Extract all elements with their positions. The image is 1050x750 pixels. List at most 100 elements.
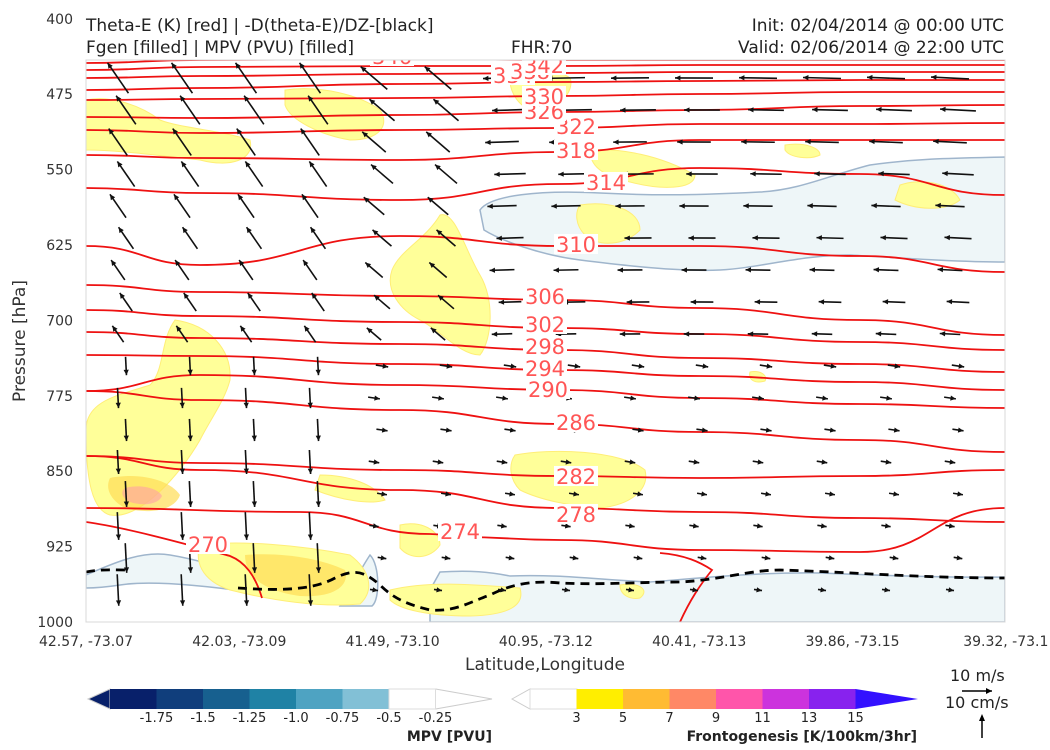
wind-vector bbox=[805, 140, 839, 144]
wind-vector bbox=[933, 140, 967, 144]
forecast-hour: FHR:70 bbox=[511, 38, 572, 58]
wind-vector-head bbox=[748, 107, 754, 113]
wind-vector-head bbox=[360, 66, 367, 73]
wind-vector-head bbox=[624, 235, 630, 241]
wind-vector-head bbox=[445, 427, 452, 433]
quiver-key-vertical: 10 cm/s bbox=[945, 693, 1009, 712]
wind-vector-head bbox=[894, 363, 901, 369]
wind-vector-head bbox=[564, 523, 571, 529]
theta-e-contour-274 bbox=[86, 507, 1005, 553]
wind-vector bbox=[869, 140, 903, 144]
wind-vectors bbox=[106, 62, 976, 606]
wind-vector-head bbox=[766, 363, 773, 369]
wind-vector-head bbox=[752, 235, 758, 241]
wind-vector-head bbox=[374, 295, 380, 301]
wind-vector bbox=[802, 76, 842, 80]
wind-vector bbox=[866, 76, 906, 80]
wind-vector-head bbox=[111, 260, 117, 266]
theta-e-label-330: 330 bbox=[524, 85, 564, 109]
mpv-colorbar-tick: -0.5 bbox=[376, 711, 401, 726]
wind-vector-head bbox=[181, 161, 187, 168]
wind-vector-head bbox=[372, 523, 379, 529]
wind-vector-head bbox=[948, 587, 954, 593]
mpv-colorbar-tick: -1.5 bbox=[190, 711, 215, 726]
wind-vector-head bbox=[179, 534, 186, 540]
wind-vector-head bbox=[892, 555, 899, 561]
wind-vector-head bbox=[940, 106, 946, 112]
wind-vector-head bbox=[119, 292, 125, 299]
wind-vector-head bbox=[765, 427, 772, 433]
theta-e-label-bg bbox=[523, 314, 567, 334]
wind-vector-head bbox=[502, 395, 508, 401]
wind-vector-head bbox=[811, 331, 818, 337]
wind-vector bbox=[106, 62, 130, 94]
fgen-regions bbox=[86, 69, 961, 617]
wind-vector-head bbox=[445, 491, 451, 497]
wind-vector-head bbox=[617, 267, 623, 273]
wind-vector-head bbox=[867, 74, 873, 81]
wind-vector-head bbox=[369, 99, 376, 105]
wind-vector bbox=[485, 140, 519, 144]
wind-vector-head bbox=[828, 555, 835, 561]
mpv-colorbar-swatch bbox=[388, 688, 436, 710]
wind-vector-head bbox=[175, 260, 181, 266]
wind-vector-head bbox=[821, 459, 828, 465]
wind-vector-head bbox=[300, 128, 306, 135]
wind-vector-head bbox=[700, 555, 707, 561]
y-tick-label: 775 bbox=[46, 389, 73, 405]
wind-vector-head bbox=[438, 295, 444, 301]
fgen-colorbar-swatch bbox=[529, 688, 578, 710]
theta-e-label-bg bbox=[523, 358, 567, 378]
quiver-key-wind-arrowhead bbox=[986, 688, 992, 694]
wind-vector-head bbox=[692, 523, 699, 529]
theta-e-label-bg bbox=[554, 140, 598, 160]
wind-vector-head bbox=[830, 363, 837, 369]
mpv-colorbar-extend-low bbox=[86, 688, 111, 710]
wind-vector-head bbox=[946, 299, 953, 305]
fgen-colorbar-tick: 7 bbox=[665, 711, 673, 726]
wind-vector-head bbox=[809, 267, 816, 273]
wind-vector-head bbox=[613, 139, 619, 145]
fgen-colorbar-tick: 9 bbox=[712, 711, 720, 726]
wind-vector-head bbox=[116, 95, 122, 102]
x-tick-label: 42.03, -73.09 bbox=[192, 634, 286, 650]
wind-vector-head bbox=[701, 491, 707, 497]
wind-vector-head bbox=[299, 62, 305, 69]
wind-vector bbox=[243, 95, 265, 125]
wind-vector-head bbox=[307, 402, 313, 409]
x-tick-label: 39.32, -73.1 bbox=[963, 634, 1048, 650]
wind-vector-head bbox=[436, 229, 443, 236]
wind-vector-head bbox=[382, 363, 389, 369]
wind-vector bbox=[930, 76, 970, 80]
theta-e-contour-334 bbox=[86, 79, 1005, 91]
wind-vector-head bbox=[315, 369, 321, 376]
fgen-colorbar-swatch bbox=[716, 689, 763, 709]
wind-vector-head bbox=[611, 75, 617, 81]
mpv-colorbar-swatch bbox=[342, 689, 390, 709]
wind-vector-head bbox=[430, 327, 437, 334]
wind-vector bbox=[748, 108, 784, 112]
wind-vector-head bbox=[692, 587, 698, 593]
theta-e-label-302: 302 bbox=[525, 313, 565, 337]
wind-vector-head bbox=[886, 395, 892, 401]
wind-vector-head bbox=[509, 491, 515, 497]
wind-vector-head bbox=[109, 194, 116, 201]
theta-e-contour-274-fragment bbox=[659, 552, 714, 622]
wind-vector-head bbox=[123, 567, 130, 573]
fgen-colorbar-tick: 13 bbox=[801, 711, 818, 726]
wind-vector-head bbox=[942, 170, 948, 177]
wind-vector bbox=[298, 62, 322, 94]
wind-vector-head bbox=[245, 161, 251, 168]
wind-vector-head bbox=[814, 171, 820, 177]
fgen-colorbar-tick: 3 bbox=[572, 711, 580, 726]
wind-vector-head bbox=[615, 203, 621, 209]
wind-vector bbox=[170, 62, 194, 94]
theta-e-label-bg bbox=[554, 466, 598, 486]
wind-vector-head bbox=[949, 459, 956, 465]
wind-vector-head bbox=[931, 74, 937, 80]
theta-e-label-294: 294 bbox=[525, 357, 565, 381]
wind-vector-head bbox=[620, 107, 626, 113]
theta-e-label-bg bbox=[554, 412, 598, 432]
